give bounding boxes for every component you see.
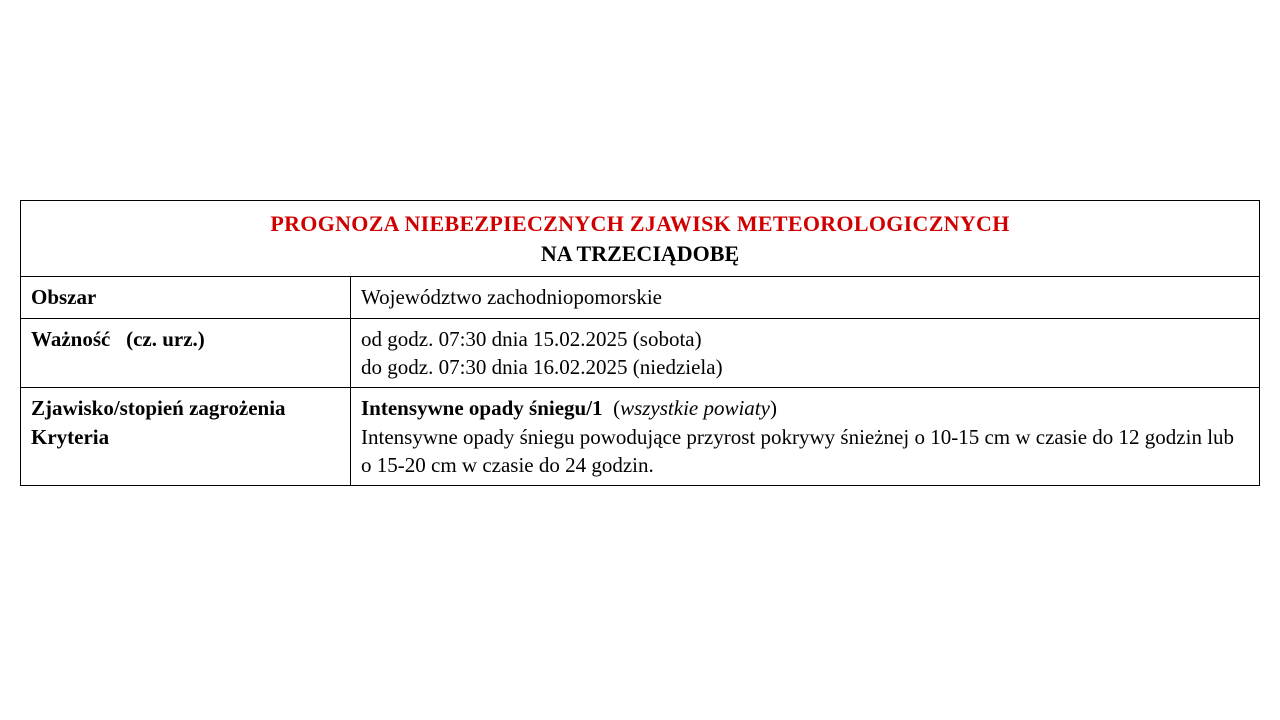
obszar-value: Województwo zachodniopomorskie	[351, 277, 1260, 318]
zjawisko-criteria: Intensywne opady śniegu powodujące przyr…	[361, 423, 1249, 480]
zjawisko-phen-scope: wszystkie powiaty	[620, 396, 770, 420]
forecast-table: PROGNOZA NIEBEZPIECZNYCH ZJAWISK METEORO…	[20, 200, 1260, 486]
row-waznosc: Ważność (cz. urz.) od godz. 07:30 dnia 1…	[21, 318, 1260, 388]
zjawisko-phenomenon: Intensywne opady śniegu/1 (wszystkie pow…	[361, 394, 1249, 422]
obszar-label: Obszar	[21, 277, 351, 318]
zjawisko-label: Zjawisko/stopień zagrożenia Kryteria	[21, 388, 351, 486]
zjawisko-label-line2: Kryteria	[31, 423, 340, 451]
waznosc-line1: od godz. 07:30 dnia 15.02.2025 (sobota)	[361, 325, 1249, 353]
paren-open: (	[613, 396, 620, 420]
header-row: PROGNOZA NIEBEZPIECZNYCH ZJAWISK METEORO…	[21, 201, 1260, 277]
paren-close: )	[770, 396, 777, 420]
title-line-1: PROGNOZA NIEBEZPIECZNYCH ZJAWISK METEORO…	[31, 209, 1249, 239]
waznosc-label-part2: (cz. urz.)	[126, 327, 205, 351]
waznosc-label: Ważność (cz. urz.)	[21, 318, 351, 388]
zjawisko-phen-name: Intensywne opady śniegu/1	[361, 396, 603, 420]
zjawisko-value: Intensywne opady śniegu/1 (wszystkie pow…	[351, 388, 1260, 486]
waznosc-value: od godz. 07:30 dnia 15.02.2025 (sobota) …	[351, 318, 1260, 388]
row-zjawisko: Zjawisko/stopień zagrożenia Kryteria Int…	[21, 388, 1260, 486]
header-cell: PROGNOZA NIEBEZPIECZNYCH ZJAWISK METEORO…	[21, 201, 1260, 277]
waznosc-line2: do godz. 07:30 dnia 16.02.2025 (niedziel…	[361, 353, 1249, 381]
waznosc-label-part1: Ważność	[31, 327, 110, 351]
row-obszar: Obszar Województwo zachodniopomorskie	[21, 277, 1260, 318]
title-line-2: NA TRZECIĄDOBĘ	[31, 239, 1249, 269]
zjawisko-label-line1: Zjawisko/stopień zagrożenia	[31, 394, 340, 422]
